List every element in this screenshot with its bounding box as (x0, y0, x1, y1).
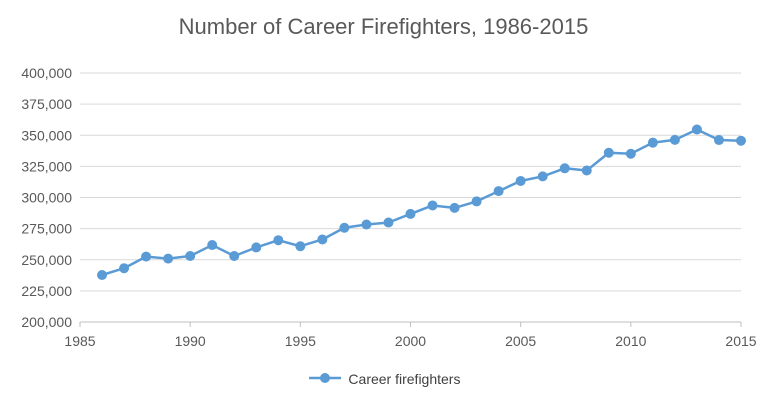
x-tick-label: 1985 (64, 333, 95, 349)
series-group (97, 124, 746, 281)
legend-swatch (307, 371, 343, 388)
data-point (603, 147, 614, 158)
data-point (713, 135, 724, 146)
chart-title: Number of Career Firefighters, 1986-2015 (178, 14, 589, 39)
gridlines (80, 72, 741, 323)
y-tick-label: 375,000 (21, 96, 72, 112)
data-point (295, 241, 306, 252)
y-tick-label: 325,000 (21, 158, 72, 174)
data-point (273, 235, 284, 246)
data-point (449, 202, 460, 213)
data-point (405, 208, 416, 219)
data-point (647, 137, 658, 148)
data-point (515, 175, 526, 186)
data-point (736, 135, 746, 146)
x-tick-label: 2005 (505, 333, 536, 349)
data-point (207, 240, 218, 251)
legend-label: Career firefighters (348, 371, 461, 388)
data-point (559, 163, 570, 174)
data-point (625, 148, 636, 159)
data-point (229, 251, 240, 262)
data-point (97, 270, 108, 281)
data-point (339, 222, 350, 233)
data-point (317, 234, 328, 245)
data-point (471, 196, 482, 207)
data-point (581, 165, 592, 176)
data-point (691, 124, 702, 135)
legend-marker-icon (308, 372, 341, 383)
axes: 200,000 225,000 250,000 275,000 300,000 325,0… (21, 65, 756, 349)
data-point (361, 219, 372, 230)
data-point (163, 253, 174, 264)
y-tick-label: 400,000 (21, 65, 72, 81)
x-tick-label: 1990 (175, 333, 206, 349)
x-tick-label: 2000 (395, 333, 426, 349)
data-point (119, 263, 130, 274)
legend: Career firefighters (0, 370, 767, 388)
y-tick-label: 225,000 (21, 283, 72, 299)
data-point (427, 200, 438, 211)
data-point (493, 186, 504, 197)
data-point (669, 134, 680, 145)
data-point (251, 242, 262, 253)
y-tick-label: 250,000 (21, 252, 72, 268)
y-tick-label: 300,000 (21, 190, 72, 206)
data-point (537, 171, 548, 182)
y-tick-label: 200,000 (21, 314, 72, 330)
y-tick-label: 275,000 (21, 221, 72, 237)
x-tick-label: 2015 (725, 333, 756, 349)
data-point (185, 251, 196, 262)
series-line (101, 128, 742, 277)
y-tick-label: 350,000 (21, 127, 72, 143)
data-point (383, 217, 394, 228)
x-tick-label: 1995 (285, 333, 316, 349)
x-tick-label: 2010 (615, 333, 646, 349)
data-point (141, 251, 152, 262)
